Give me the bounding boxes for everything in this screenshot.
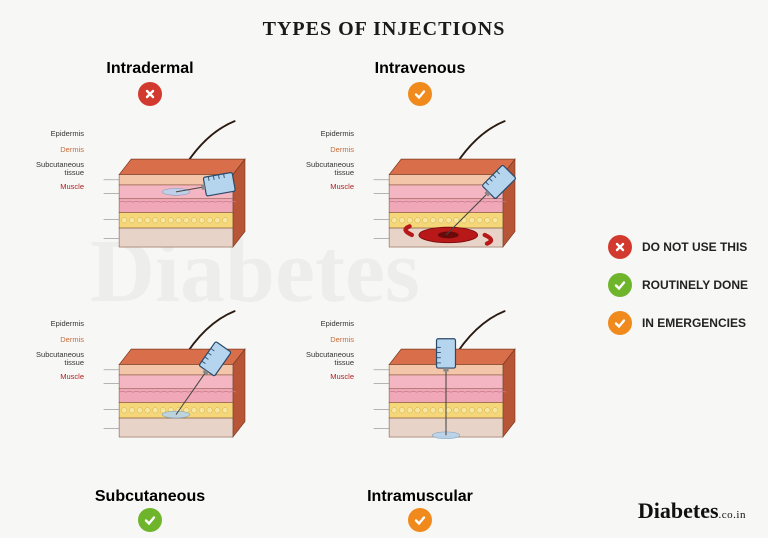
legend-text: ROUTINELY DONE <box>642 278 748 292</box>
legend-row: DO NOT USE THIS <box>608 235 748 259</box>
check-icon <box>138 508 162 532</box>
cross-icon <box>608 235 632 259</box>
cross-icon <box>138 82 162 106</box>
panel-title: Intradermal <box>20 60 280 78</box>
label-epidermis: Epidermis <box>292 130 354 138</box>
label-muscle: Muscle <box>292 183 354 191</box>
legend-text: IN EMERGENCIES <box>642 316 746 330</box>
label-dermis: Dermis <box>292 336 354 344</box>
skin-block <box>92 306 260 426</box>
legend-row: IN EMERGENCIES <box>608 311 748 335</box>
layer-labels: Epidermis Dermis Subcutaneoustissue Musc… <box>22 320 84 388</box>
label-dermis: Dermis <box>22 336 84 344</box>
label-muscle: Muscle <box>292 373 354 381</box>
label-subcut: Subcutaneoustissue <box>292 161 354 177</box>
panel-title: Intravenous <box>290 60 550 78</box>
panel-title: Subcutaneous <box>20 488 280 506</box>
check-icon <box>608 273 632 297</box>
label-subcut: Subcutaneoustissue <box>292 351 354 367</box>
legend-row: ROUTINELY DONE <box>608 273 748 297</box>
brand-name: Diabetes <box>638 498 719 523</box>
label-epidermis: Epidermis <box>292 320 354 328</box>
label-muscle: Muscle <box>22 183 84 191</box>
layer-labels: Epidermis Dermis Subcutaneoustissue Musc… <box>22 130 84 198</box>
label-dermis: Dermis <box>292 146 354 154</box>
label-subcut: Subcutaneoustissue <box>22 351 84 367</box>
panel-intramuscular: Epidermis Dermis Subcutaneoustissue Musc… <box>290 290 550 510</box>
skin-block <box>362 116 530 236</box>
layer-labels: Epidermis Dermis Subcutaneoustissue Musc… <box>292 130 354 198</box>
panel-title: Intramuscular <box>290 488 550 506</box>
legend: DO NOT USE THIS ROUTINELY DONE IN EMERGE… <box>608 235 748 349</box>
label-epidermis: Epidermis <box>22 130 84 138</box>
legend-text: DO NOT USE THIS <box>642 240 747 254</box>
diagram-grid: Intradermal Epidermis Dermis Subcutaneou… <box>20 60 560 520</box>
label-epidermis: Epidermis <box>22 320 84 328</box>
brand-tld: .co.in <box>719 509 746 521</box>
skin-block <box>362 306 530 426</box>
skin-block <box>92 116 260 236</box>
page-title: TYPES OF INJECTIONS <box>0 0 768 41</box>
check-icon <box>608 311 632 335</box>
label-muscle: Muscle <box>22 373 84 381</box>
panel-subcutaneous: Epidermis Dermis Subcutaneoustissue Musc… <box>20 290 280 510</box>
label-subcut: Subcutaneoustissue <box>22 161 84 177</box>
panel-intradermal: Intradermal Epidermis Dermis Subcutaneou… <box>20 60 280 280</box>
layer-labels: Epidermis Dermis Subcutaneoustissue Musc… <box>292 320 354 388</box>
label-dermis: Dermis <box>22 146 84 154</box>
brand-logo: Diabetes.co.in <box>638 498 746 524</box>
panel-intravenous: Intravenous Epidermis Dermis Subcutaneou… <box>290 60 550 280</box>
check-icon <box>408 82 432 106</box>
check-icon <box>408 508 432 532</box>
